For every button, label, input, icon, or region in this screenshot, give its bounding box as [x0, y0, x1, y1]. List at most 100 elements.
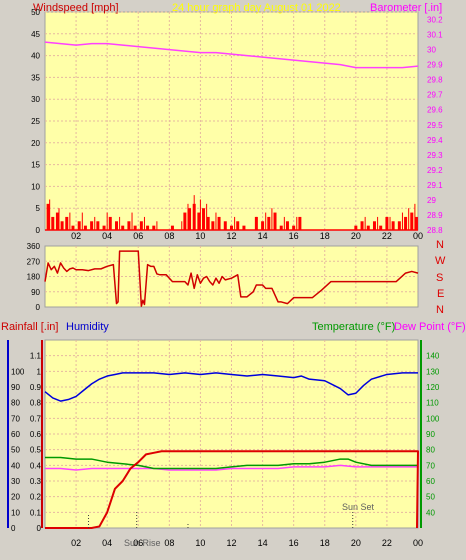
baro-y-tick-label: 29.4: [427, 136, 443, 145]
wind-y-tick-label: 5: [36, 204, 41, 213]
wind-y-tick-label: 20: [31, 139, 40, 148]
direction-plot-area: [44, 245, 419, 308]
compass-label: S: [436, 272, 443, 284]
dewpoint-line: [45, 464, 418, 471]
direction-y-tick-label: 360: [27, 242, 41, 251]
baro-y-tick-label: 30: [427, 46, 436, 55]
compass-label: W: [435, 255, 446, 267]
rain-y-tick-label: 0: [37, 524, 42, 533]
x-tick-label: 18: [320, 538, 330, 548]
rain-y-tick-label: 0.1: [30, 508, 42, 517]
rain-y-tick-label: 0.2: [30, 493, 42, 502]
wind-y-tick-label: 0: [36, 226, 41, 235]
temperature-line: [45, 456, 418, 470]
wind-y-tick-label: 35: [31, 73, 40, 82]
temp-y-tick-label: 70: [426, 461, 435, 470]
x-tick-label: 12: [226, 231, 236, 241]
x-tick-label: 10: [195, 231, 205, 241]
wind-axis-label: Windspeed [mph]: [33, 2, 119, 14]
direction-y-tick-label: 0: [36, 303, 41, 312]
x-tick-label: 10: [195, 538, 205, 548]
direction-line: [44, 250, 419, 307]
humidity-y-tick-label: 80: [11, 399, 20, 408]
x-tick-label: 20: [351, 538, 361, 548]
temp-y-tick-label: 100: [426, 414, 440, 423]
baro-y-tick-label: 30.1: [427, 31, 443, 40]
humidity-y-tick-label: 90: [11, 383, 20, 392]
wind-y-tick-label: 40: [31, 52, 40, 61]
x-tick-label: 02: [71, 231, 81, 241]
baro-y-tick-label: 29.5: [427, 121, 443, 130]
x-tick-label: 04: [102, 538, 112, 548]
wind-y-tick-label: 50: [31, 8, 40, 17]
rain-axis-label: Rainfall [.in]: [1, 321, 58, 333]
compass-label: N: [436, 239, 444, 251]
x-tick-label: 12: [226, 538, 236, 548]
barometer-line: [44, 41, 419, 69]
x-tick-label: 08: [164, 231, 174, 241]
wind-y-tick-label: 25: [31, 117, 40, 126]
x-tick-label: 22: [382, 538, 392, 548]
x-tick-label: 16: [289, 231, 299, 241]
wind-y-tick-label: 15: [31, 161, 40, 170]
temperature-axis-label: Temperature (°F): [312, 321, 395, 333]
temp-y-tick-label: 50: [426, 493, 435, 502]
baro-axis-label: Barometer [.in]: [370, 2, 442, 14]
sunset-label: Sun Set: [342, 502, 375, 512]
direction-y-tick-label: 180: [27, 273, 41, 282]
rain-y-tick-label: 0.6: [30, 430, 42, 439]
x-tick-label: 00: [413, 538, 423, 548]
humidity-y-tick-label: 40: [11, 461, 20, 470]
baro-y-tick-label: 29.9: [427, 61, 443, 70]
humidity-axis-label: Humidity: [66, 321, 109, 333]
temp-y-tick-label: 80: [426, 446, 435, 455]
baro-y-tick-label: 29.3: [427, 151, 443, 160]
rain-y-tick-label: 1.1: [30, 352, 42, 361]
x-tick-label: 02: [71, 538, 81, 548]
direction-y-tick-label: 90: [31, 288, 40, 297]
temp-y-tick-label: 90: [426, 430, 435, 439]
compass-label: N: [436, 304, 444, 316]
x-tick-label: 14: [258, 538, 268, 548]
chart-title: 24 hour graph day August 01 2022: [172, 2, 341, 14]
humidity-y-tick-label: 50: [11, 446, 20, 455]
baro-y-tick-label: 30.2: [427, 16, 443, 25]
x-tick-label: 00: [413, 231, 423, 241]
x-tick-label: 20: [351, 231, 361, 241]
rainfall-line: [45, 450, 419, 529]
rain-y-tick-label: 0.7: [30, 414, 42, 423]
rain-y-tick-label: 0.8: [30, 399, 42, 408]
humidity-y-tick-label: 100: [11, 367, 25, 376]
temp-y-tick-label: 120: [426, 383, 440, 392]
x-tick-label: 08: [164, 538, 174, 548]
wind-y-tick-label: 45: [31, 30, 40, 39]
baro-y-tick-label: 28.9: [427, 211, 443, 220]
humidity-y-tick-label: 10: [11, 508, 20, 517]
humidity-line: [44, 372, 418, 402]
temp-y-tick-label: 110: [426, 399, 439, 408]
rain-y-tick-label: 0.3: [30, 477, 42, 486]
x-tick-label: 14: [258, 231, 268, 241]
humidity-y-tick-label: 60: [11, 430, 20, 439]
baro-y-tick-label: 28.8: [427, 226, 443, 235]
rain-y-tick-label: 1: [37, 367, 42, 376]
humidity-y-tick-label: 20: [11, 493, 20, 502]
x-tick-label: 16: [289, 538, 299, 548]
baro-y-tick-label: 29.2: [427, 166, 443, 175]
compass-label: E: [437, 288, 444, 300]
wind-y-tick-label: 30: [31, 95, 40, 104]
temp-y-tick-label: 130: [426, 367, 440, 376]
dewpoint-axis-label: Dew Point (°F): [394, 321, 466, 333]
baro-y-tick-label: 29: [427, 196, 436, 205]
temp-y-tick-label: 40: [426, 508, 435, 517]
x-tick-label: 06: [133, 538, 143, 548]
wind-y-tick-label: 10: [31, 182, 40, 191]
humidity-y-tick-label: 0: [11, 524, 16, 533]
x-tick-label: 22: [382, 231, 392, 241]
baro-y-tick-label: 29.6: [427, 106, 443, 115]
x-tick-label: 18: [320, 231, 330, 241]
baro-y-tick-label: 29.1: [427, 181, 443, 190]
rain-y-tick-label: 0.5: [30, 446, 42, 455]
